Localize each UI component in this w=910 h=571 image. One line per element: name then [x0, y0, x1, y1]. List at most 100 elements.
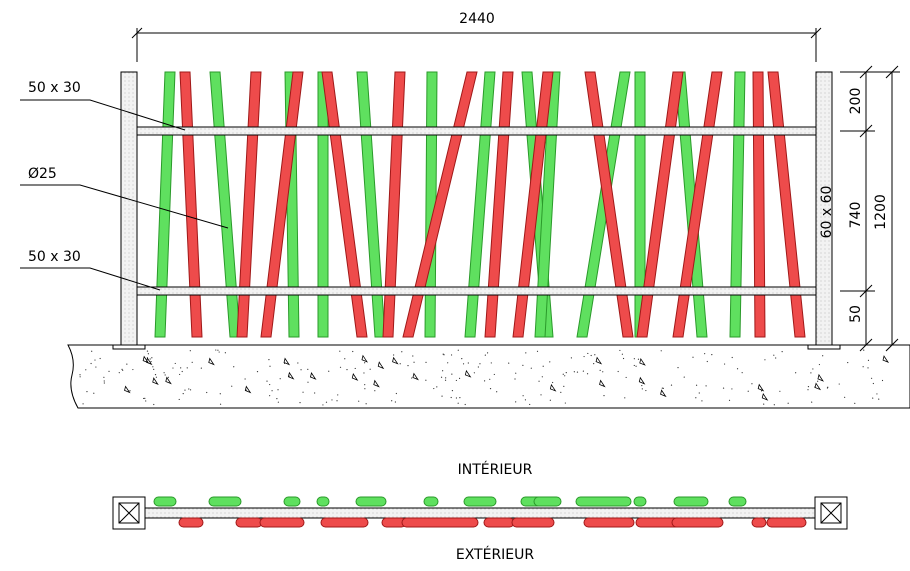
aggregate [599, 379, 606, 388]
speck [641, 384, 643, 387]
speck [126, 363, 128, 365]
aggregate [165, 376, 172, 385]
speck [822, 355, 824, 357]
speck [807, 386, 810, 388]
plan-post [820, 502, 842, 524]
speck [188, 388, 190, 390]
speck [722, 387, 725, 389]
speck [847, 361, 849, 364]
picket [484, 71, 514, 338]
speck [775, 357, 777, 359]
plan-picket [583, 517, 635, 528]
speck [146, 350, 149, 352]
speck [450, 396, 452, 399]
speck [552, 381, 554, 384]
speck [451, 390, 454, 392]
speck [602, 371, 604, 373]
plan-post [118, 502, 140, 524]
aggregate [377, 361, 385, 370]
speck [619, 349, 621, 352]
speck [337, 394, 339, 396]
plan-picket [728, 496, 747, 507]
speck [541, 376, 543, 378]
speck [307, 381, 309, 383]
speck [90, 362, 92, 365]
aggregate [814, 382, 822, 391]
plan-picket [483, 517, 515, 528]
speck [455, 397, 458, 399]
speck [525, 352, 527, 354]
speck [266, 380, 268, 382]
picket [534, 71, 561, 338]
speck [692, 356, 694, 358]
speck [817, 380, 819, 382]
speck [862, 366, 864, 368]
speck [174, 362, 176, 365]
plan-post [118, 502, 140, 524]
speck [269, 365, 271, 367]
speck [455, 379, 457, 382]
speck [878, 398, 880, 400]
speck [587, 352, 589, 355]
speck [728, 399, 731, 401]
speck [154, 374, 157, 376]
length-dimension: 2440 [459, 11, 495, 27]
speck [594, 354, 596, 356]
speck [336, 400, 338, 402]
post-section: 60 x 60 [819, 186, 835, 239]
speck [542, 365, 544, 367]
speck [670, 384, 673, 386]
speck [200, 367, 202, 369]
callout: Ø25 [28, 166, 57, 182]
speck [85, 369, 87, 371]
speck [540, 394, 542, 396]
pickets [154, 71, 806, 338]
speck [467, 362, 469, 364]
speck [787, 402, 789, 404]
picket [154, 71, 176, 338]
speck [490, 362, 492, 364]
speck [391, 400, 393, 402]
speck [302, 391, 304, 393]
speck [150, 360, 152, 363]
plan-picket [320, 517, 369, 528]
speck [164, 374, 166, 376]
speck [773, 404, 775, 406]
speck [442, 370, 444, 372]
speck [145, 400, 147, 402]
speck [698, 392, 700, 394]
aggregate [124, 385, 131, 394]
plan-picket [423, 496, 439, 507]
speck [662, 387, 664, 389]
speck [411, 377, 413, 379]
plan-post [820, 502, 842, 524]
speck [807, 389, 809, 391]
plan-picket [463, 496, 497, 507]
speck [244, 378, 246, 380]
speck [764, 359, 766, 361]
speck [529, 403, 531, 406]
plan-label: EXTÉRIEUR [456, 546, 535, 563]
speck [339, 350, 341, 352]
speck [473, 372, 475, 374]
speck [425, 361, 427, 363]
aggregate [639, 357, 646, 366]
speck [637, 358, 640, 360]
plan-picket [153, 496, 177, 507]
speck [711, 353, 713, 356]
speck [779, 390, 781, 392]
speck [621, 353, 623, 355]
speck [549, 361, 551, 363]
speck [881, 379, 884, 382]
speck [515, 401, 517, 403]
speck [564, 402, 566, 404]
speck [751, 383, 753, 385]
speck [464, 403, 466, 406]
speck [565, 371, 567, 374]
speck [412, 355, 414, 357]
speck [549, 399, 551, 401]
speck [811, 401, 813, 403]
speck [781, 350, 783, 353]
speck [181, 370, 183, 373]
ground-texture [79, 349, 890, 406]
